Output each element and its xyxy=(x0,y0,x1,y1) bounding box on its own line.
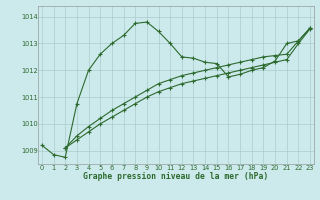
X-axis label: Graphe pression niveau de la mer (hPa): Graphe pression niveau de la mer (hPa) xyxy=(84,172,268,181)
